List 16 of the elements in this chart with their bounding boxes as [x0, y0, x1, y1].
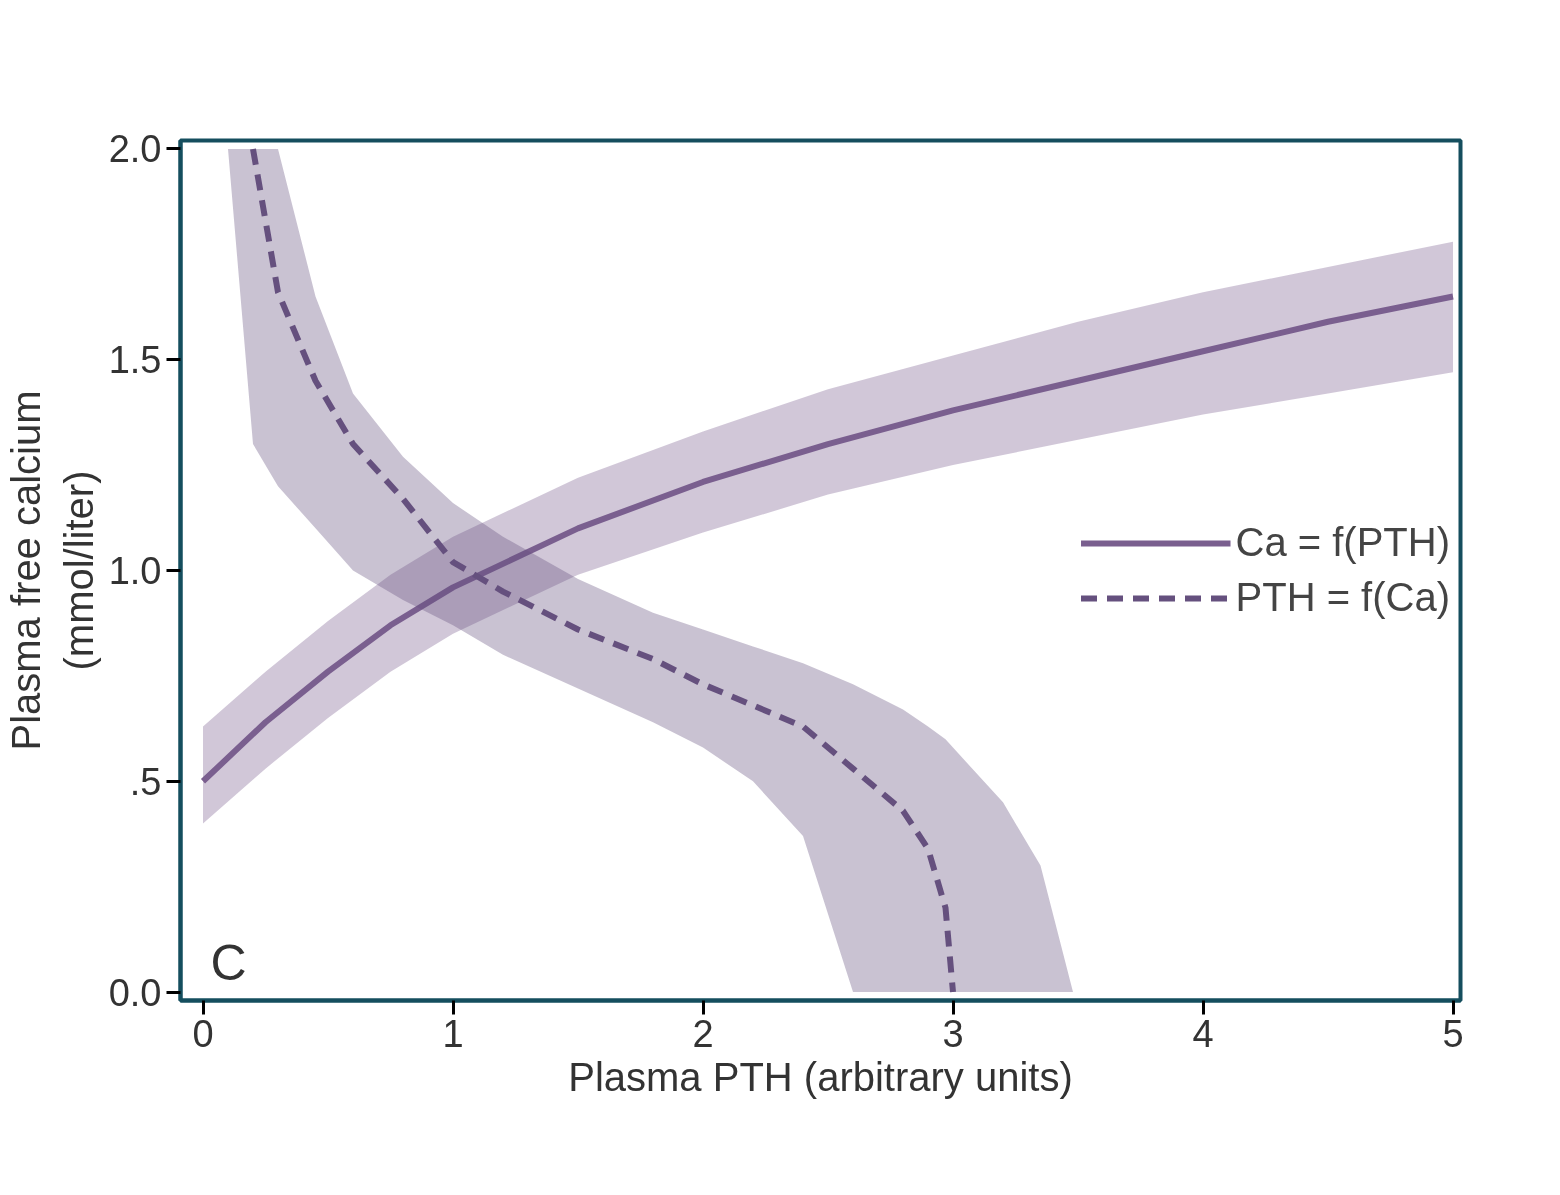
y-tick-label: .5: [129, 760, 162, 803]
x-tick-label: 1: [442, 1012, 464, 1055]
x-axis-title: Plasma PTH (arbitrary units): [568, 1054, 1073, 1099]
y-tick-label: 0.0: [108, 971, 162, 1014]
y-tick-label: 2.0: [108, 128, 162, 171]
x-tick-label: 3: [942, 1012, 964, 1055]
x-tick-label: 4: [1192, 1012, 1214, 1055]
x-tick-label: 2: [692, 1012, 714, 1055]
x-tick-label: 5: [1442, 1012, 1464, 1055]
x-tick-label: 0: [192, 1012, 214, 1055]
y-tick-label: 1.0: [108, 550, 162, 592]
legend-label: Ca = f(PTH): [1235, 520, 1450, 565]
y-axis-title: Plasma free calcium (mmol/liter): [3, 390, 101, 751]
y-tick-label: 1.5: [108, 339, 162, 382]
annotation: C: [210, 934, 247, 991]
legend-label: PTH = f(Ca): [1235, 575, 1450, 620]
